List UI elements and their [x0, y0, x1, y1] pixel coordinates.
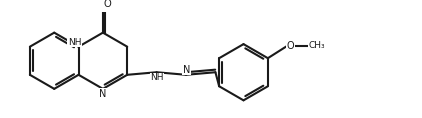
Text: O: O — [287, 41, 295, 51]
Text: O: O — [103, 0, 111, 9]
Text: NH: NH — [68, 38, 81, 47]
Text: N: N — [183, 65, 190, 75]
Text: CH₃: CH₃ — [308, 41, 325, 50]
Text: NH: NH — [150, 73, 164, 82]
Text: N: N — [99, 89, 107, 99]
